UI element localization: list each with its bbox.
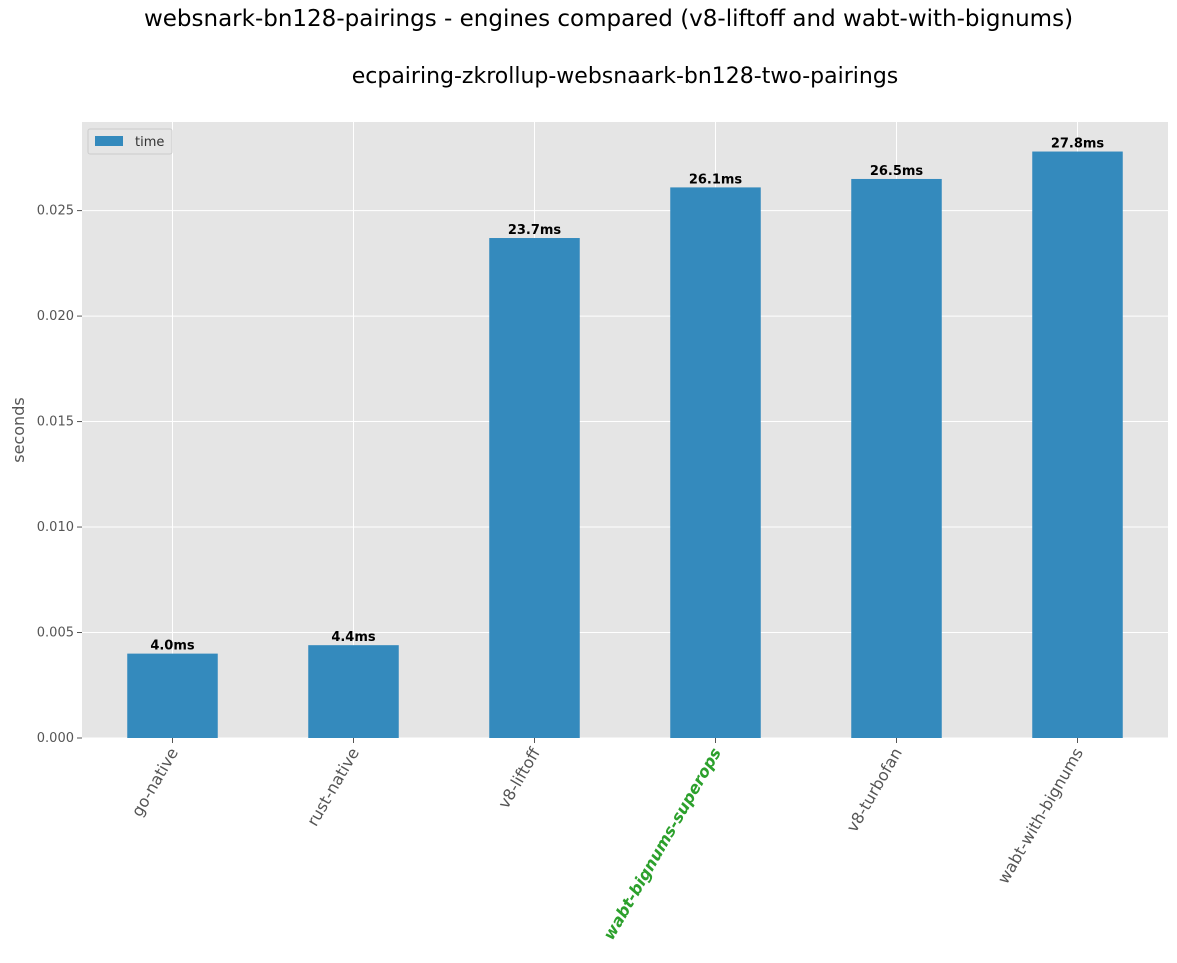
bar-label-rust-native: 4.4ms: [331, 630, 376, 645]
plot-background: [82, 122, 1168, 738]
bar-label-go-native: 4.0ms: [150, 639, 195, 654]
bar-label-wabt-with-bignums: 27.8ms: [1051, 137, 1105, 152]
legend: time: [87, 128, 173, 155]
y-tick-label: 0.000: [37, 731, 74, 746]
x-tick-label-go-native: go-native: [128, 745, 182, 820]
bar-wabt-with-bignums: [1032, 151, 1123, 738]
bar-v8-liftoff: [489, 238, 580, 738]
y-axis-label: seconds: [9, 397, 28, 462]
x-tick-label-v8-turbofan: v8-turbofan: [843, 745, 906, 836]
bar-rust-native: [308, 645, 399, 738]
x-tick-label-wabt-bignums-superops: wabt-bignums-superops: [599, 745, 725, 944]
x-tick-label-v8-liftoff: v8-liftoff: [494, 744, 544, 812]
chart-title: websnark-bn128-pairings - engines compar…: [143, 6, 1074, 32]
x-tick-label-rust-native: rust-native: [303, 745, 363, 830]
y-tick-label: 0.020: [37, 309, 74, 324]
bar-value-labels: 4.0ms 4.4ms 23.7ms 26.1ms 26.5ms 27.8ms: [150, 137, 1104, 654]
y-axis-ticks: 0.000 0.005 0.010 0.015 0.020 0.025: [37, 204, 82, 746]
y-tick-label: 0.005: [37, 626, 74, 641]
x-tick-label-wabt-with-bignums: wabt-with-bignums: [994, 745, 1087, 888]
legend-box: [87, 128, 173, 155]
bar-go-native: [127, 653, 218, 738]
legend-label: time: [135, 135, 164, 150]
bars: [127, 151, 1123, 738]
legend-swatch: [95, 136, 123, 146]
bar-v8-turbofan: [851, 178, 942, 738]
y-tick-label: 0.025: [37, 204, 74, 219]
y-tick-label: 0.010: [37, 520, 74, 535]
x-axis-ticks: go-native rust-native v8-liftoff wabt-bignu…: [128, 738, 1087, 943]
chart-subtitle: ecpairing-zkrollup-websnaark-bn128-two-p…: [351, 64, 899, 89]
bar-label-v8-liftoff: 23.7ms: [508, 223, 562, 238]
y-tick-label: 0.015: [37, 415, 74, 430]
bar-label-v8-turbofan: 26.5ms: [870, 164, 924, 179]
bar-wabt-bignums-superops: [670, 187, 761, 738]
bar-label-wabt-bignums-superops: 26.1ms: [689, 172, 743, 187]
